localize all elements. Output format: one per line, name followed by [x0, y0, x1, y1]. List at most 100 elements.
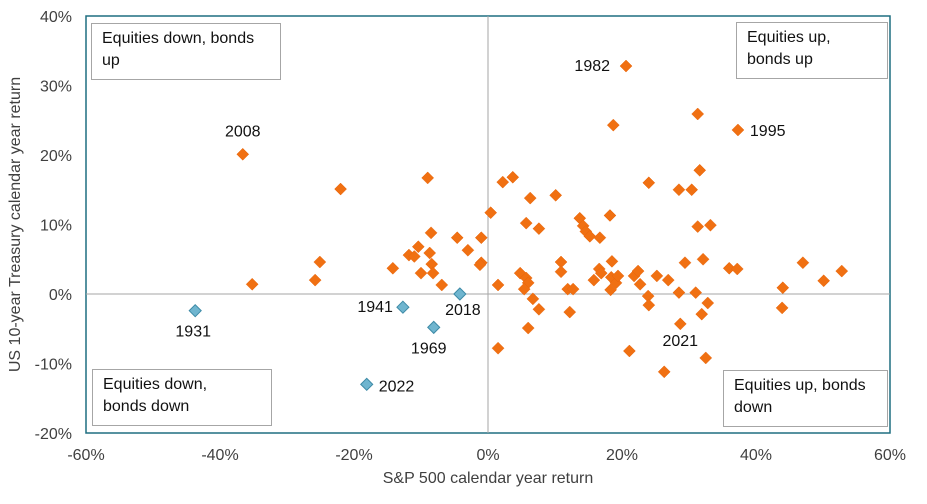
data-point-orange [642, 298, 656, 312]
data-point-orange [619, 59, 633, 73]
y-axis-ticks: -20% -10% 0% 10% 20% 30% 40% [35, 9, 72, 443]
y-tick-label: 10% [40, 218, 72, 235]
data-point-orange [835, 264, 849, 278]
y-tick-label: -10% [35, 357, 72, 374]
y-tick-label: 20% [40, 148, 72, 165]
data-point-orange [730, 262, 744, 276]
y-tick-label: -20% [35, 426, 72, 443]
point-label: 1941 [357, 299, 393, 316]
point-label: 2018 [445, 302, 481, 319]
data-point-orange [521, 321, 535, 335]
data-point-orange [657, 365, 671, 379]
x-tick-label: 60% [874, 447, 906, 464]
data-point-orange [587, 273, 601, 287]
x-tick-label: -20% [335, 447, 372, 464]
quadrant-label-line: Equities up, [747, 29, 831, 46]
data-point-orange [411, 240, 425, 254]
data-point-orange [313, 255, 327, 269]
data-point-orange [414, 266, 428, 280]
data-point-blue [427, 320, 441, 335]
data-point-orange [594, 266, 608, 280]
data-point-orange [606, 118, 620, 132]
data-point-orange [407, 250, 421, 263]
data-point-orange [685, 183, 699, 197]
data-point-orange [672, 286, 686, 299]
data-point-orange [817, 274, 831, 288]
data-point-orange [424, 226, 438, 240]
data-point-orange [678, 256, 692, 270]
data-point-orange [583, 229, 597, 243]
data-point-orange [421, 171, 435, 185]
data-point-orange [245, 277, 259, 291]
data-point-orange [603, 209, 617, 222]
quadrant-label-bottom-left: Equities down, bonds down [92, 369, 272, 426]
data-point-orange [450, 231, 464, 245]
data-point-orange [731, 123, 745, 137]
x-tick-label: 0% [476, 447, 499, 464]
y-axis-title: US 10-year Treasury calendar year return [7, 77, 24, 372]
quadrant-label-top-left: Equities down, bonds up [91, 23, 281, 80]
data-point-orange [775, 301, 789, 315]
data-point-orange [701, 296, 715, 310]
data-point-orange [689, 286, 703, 299]
data-point-orange [691, 220, 705, 233]
point-labels: 2008 1982 1995 2021 1931 1941 1969 2018 2022 [175, 58, 785, 395]
x-axis-ticks: -60% -40% -20% 0% 20% 40% 60% [67, 447, 906, 464]
x-tick-label: -60% [67, 447, 104, 464]
data-point-orange [650, 269, 664, 283]
data-point-blue [188, 303, 202, 318]
data-point-orange [673, 317, 687, 331]
data-point-orange [693, 163, 707, 177]
quadrant-label-line: Equities down, [103, 376, 208, 393]
data-point-orange [704, 218, 717, 232]
data-point-orange [386, 261, 400, 275]
x-tick-label: 20% [606, 447, 638, 464]
point-label: 1931 [175, 324, 211, 341]
data-point-orange [722, 261, 736, 275]
data-point-orange [593, 231, 607, 245]
quadrant-label-top-right: Equities up, bonds up [736, 22, 888, 79]
data-point-orange [605, 254, 619, 268]
data-point-orange [661, 273, 675, 287]
data-point-orange [631, 264, 645, 278]
data-point-orange [519, 216, 533, 230]
y-tick-label: 40% [40, 9, 72, 26]
quadrant-label-line: Equities up, bonds [734, 377, 866, 394]
point-label: 2021 [662, 333, 698, 350]
data-point-orange [796, 256, 810, 270]
data-point-blue [453, 287, 467, 301]
data-point-orange [611, 269, 625, 283]
data-point-orange [699, 351, 713, 365]
quadrant-label-line: bonds down [103, 398, 190, 415]
data-point-orange [496, 175, 510, 189]
data-point-orange [526, 292, 540, 306]
data-point-orange [549, 188, 563, 202]
data-point-orange [563, 305, 577, 319]
point-label: 2022 [379, 378, 415, 395]
data-points [188, 59, 849, 392]
data-point-orange [423, 246, 437, 260]
point-label: 1982 [574, 58, 610, 75]
data-point-orange [506, 170, 520, 184]
data-point-orange [517, 282, 531, 296]
data-point-orange [604, 283, 617, 297]
data-point-orange [334, 182, 347, 196]
point-label: 1969 [411, 340, 447, 357]
data-point-orange [695, 307, 709, 321]
data-point-orange [426, 266, 440, 280]
point-label: 1995 [750, 123, 786, 140]
data-point-orange [532, 222, 546, 236]
x-tick-label: -40% [201, 447, 238, 464]
data-point-orange [554, 265, 568, 279]
quadrant-label-line: up [102, 52, 120, 69]
data-point-orange [435, 278, 449, 292]
quadrant-label-line: Equities down, bonds [102, 30, 255, 47]
data-point-orange [691, 107, 705, 121]
quadrant-label-bottom-right: Equities up, bonds down [723, 370, 888, 427]
data-point-orange [532, 302, 546, 316]
data-point-orange [623, 344, 636, 358]
data-point-orange [474, 231, 488, 245]
x-tick-label: 40% [740, 447, 772, 464]
data-point-orange [308, 273, 322, 287]
